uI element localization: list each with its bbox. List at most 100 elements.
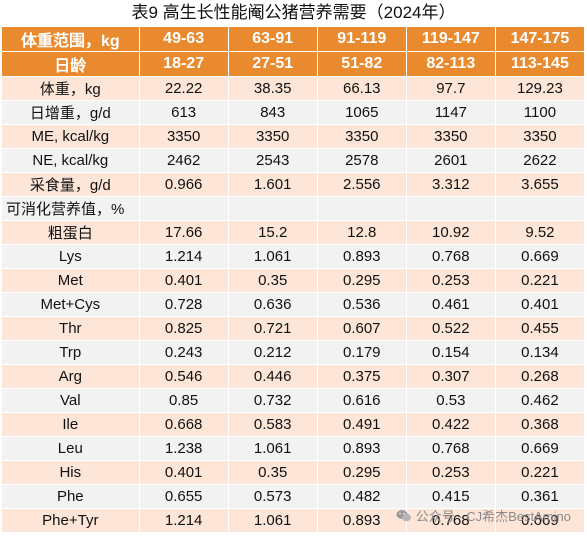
row-label: Met xyxy=(2,268,140,293)
row-label: 粗蛋白 xyxy=(2,220,140,245)
table-cell: 0.455 xyxy=(495,316,586,341)
table-cell: 0.669 xyxy=(495,508,586,533)
table-cell: 1.214 xyxy=(139,508,229,533)
table-cell xyxy=(406,196,496,221)
row-label: Leu xyxy=(2,436,140,461)
watermark-text: 公众号 · CJ希杰BestAmino xyxy=(415,509,571,524)
table-cell: 66.13 xyxy=(317,76,407,101)
table-cell: 17.66 xyxy=(139,220,229,245)
table-cell: 97.7 xyxy=(406,76,496,101)
table-cell: 2.556 xyxy=(317,172,407,197)
table-row: 可消化营养值，% xyxy=(2,196,586,221)
table-cell: 0.212 xyxy=(228,340,318,365)
table-cell: 0.522 xyxy=(406,316,496,341)
table-cell: 0.583 xyxy=(228,412,318,437)
header-weight-cell: 119-147 xyxy=(406,27,496,52)
table-cell: 0.893 xyxy=(317,436,407,461)
table-row: 体重，kg 22.22 38.35 66.13 97.7 129.23 xyxy=(2,76,586,101)
table-row: ME, kcal/kg 3350 3350 3350 3350 3350 xyxy=(2,124,586,149)
table-cell: 0.668 xyxy=(139,412,229,437)
row-label: Val xyxy=(2,388,140,413)
table-cell: 0.154 xyxy=(406,340,496,365)
header-age-cell: 82-113 xyxy=(406,51,496,77)
table-cell: 0.35 xyxy=(228,268,318,293)
table-cell: 0.375 xyxy=(317,364,407,389)
table-cell: 1.061 xyxy=(228,508,318,533)
table-row: NE, kcal/kg 2462 2543 2578 2601 2622 xyxy=(2,148,586,173)
table-row: Thr 0.825 0.721 0.607 0.522 0.455 xyxy=(2,316,586,341)
table-cell: 38.35 xyxy=(228,76,318,101)
table-row: 采食量，g/d 0.966 1.601 2.556 3.312 3.655 xyxy=(2,172,586,197)
table-cell: 0.482 xyxy=(317,484,407,509)
table-cell: 3350 xyxy=(406,124,496,149)
table-cell: 0.35 xyxy=(228,460,318,485)
table-row: Leu 1.238 1.061 0.893 0.768 0.669 xyxy=(2,436,586,461)
table-cell: 22.22 xyxy=(139,76,229,101)
table-cell: 0.243 xyxy=(139,340,229,365)
table-cell: 2601 xyxy=(406,148,496,173)
table-cell: 0.669 xyxy=(495,244,586,269)
table-cell: 2543 xyxy=(228,148,318,173)
header-age-cell: 113-145 xyxy=(495,51,586,77)
table-cell: 0.134 xyxy=(495,340,586,365)
row-label: Met+Cys xyxy=(2,292,140,317)
table-cell: 12.8 xyxy=(317,220,407,245)
table-cell: 0.179 xyxy=(317,340,407,365)
table-cell: 0.616 xyxy=(317,388,407,413)
table-row: Phe+Tyr 1.214 1.061 0.893 0.768 0.669 xyxy=(2,508,586,533)
header-age-label: 日龄 xyxy=(2,51,140,77)
table-cell: 1.061 xyxy=(228,244,318,269)
table-cell: 0.721 xyxy=(228,316,318,341)
table-title: 表9 高生长性能阉公猪营养需要（2024年） xyxy=(131,3,456,22)
table-cell: 0.607 xyxy=(317,316,407,341)
table-row: Phe 0.655 0.573 0.482 0.415 0.361 xyxy=(2,484,586,509)
table-row: 粗蛋白 17.66 15.2 12.8 10.92 9.52 xyxy=(2,220,586,245)
table-row: Met 0.401 0.35 0.295 0.253 0.221 xyxy=(2,268,586,293)
table-cell: 1.238 xyxy=(139,436,229,461)
table-cell: 0.893 xyxy=(317,244,407,269)
table-cell: 15.2 xyxy=(228,220,318,245)
table-cell: 0.768 xyxy=(406,244,496,269)
table-cell: 0.268 xyxy=(495,364,586,389)
table-cell: 0.253 xyxy=(406,268,496,293)
table-cell: 0.573 xyxy=(228,484,318,509)
table-cell: 0.253 xyxy=(406,460,496,485)
nutrition-table: 体重范围，kg 49-63 63-91 91-119 119-147 147-1… xyxy=(2,27,586,533)
row-label: 体重，kg xyxy=(2,76,140,101)
table-cell: 3350 xyxy=(317,124,407,149)
table-cell: 3.655 xyxy=(495,172,586,197)
table-cell: 0.295 xyxy=(317,460,407,485)
table-row: Val 0.85 0.732 0.616 0.53 0.462 xyxy=(2,388,586,413)
row-label: Lys xyxy=(2,244,140,269)
table-cell xyxy=(495,196,586,221)
table-row: Met+Cys 0.728 0.636 0.536 0.461 0.401 xyxy=(2,292,586,317)
header-age-cell: 51-82 xyxy=(317,51,407,77)
table-cell: 0.669 xyxy=(495,436,586,461)
table-cell: 0.422 xyxy=(406,412,496,437)
row-label: 日增重，g/d xyxy=(2,100,140,125)
table-cell xyxy=(139,196,229,221)
header-weight-cell: 49-63 xyxy=(139,27,229,52)
table-cell: 613 xyxy=(139,100,229,125)
row-label: NE, kcal/kg xyxy=(2,148,140,173)
table-cell: 0.966 xyxy=(139,172,229,197)
header-weight-label: 体重范围，kg xyxy=(2,27,140,52)
table-cell xyxy=(317,196,407,221)
row-label: Ile xyxy=(2,412,140,437)
table-cell: 0.446 xyxy=(228,364,318,389)
table-cell: 0.461 xyxy=(406,292,496,317)
table-cell: 0.368 xyxy=(495,412,586,437)
table-cell: 1100 xyxy=(495,100,586,125)
header-weight-cell: 91-119 xyxy=(317,27,407,52)
table-cell: 1147 xyxy=(406,100,496,125)
header-weight-cell: 63-91 xyxy=(228,27,318,52)
table-cell xyxy=(228,196,318,221)
table-cell: 0.893 xyxy=(317,508,407,533)
table-cell: 0.546 xyxy=(139,364,229,389)
table-cell: 843 xyxy=(228,100,318,125)
table-cell: 3350 xyxy=(139,124,229,149)
table-cell: 0.401 xyxy=(495,292,586,317)
row-label: Thr xyxy=(2,316,140,341)
table-cell: 0.361 xyxy=(495,484,586,509)
table-cell: 0.85 xyxy=(139,388,229,413)
